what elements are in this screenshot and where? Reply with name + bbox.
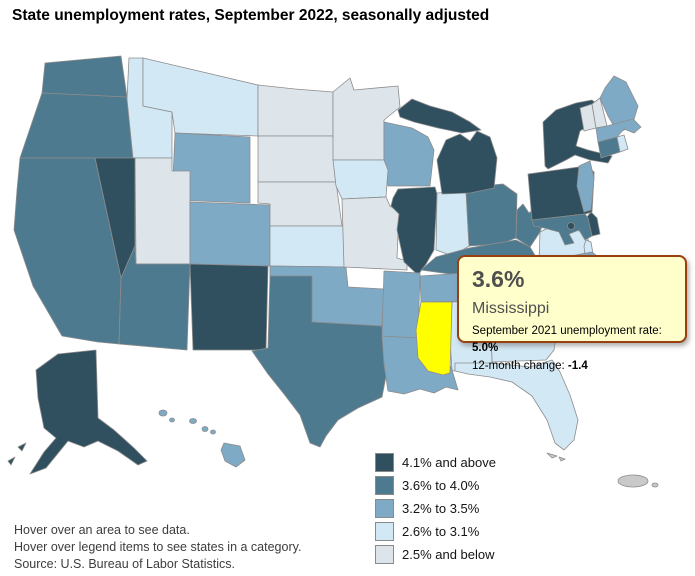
state-KS[interactable]	[269, 225, 347, 268]
state-OH[interactable]	[465, 183, 518, 247]
territory-PR[interactable]	[651, 482, 659, 488]
state-ME[interactable]	[599, 75, 639, 134]
page-title: State unemployment rates, September 2022…	[12, 7, 490, 24]
state-TX[interactable]	[251, 275, 389, 448]
state-MS[interactable]	[415, 301, 453, 376]
footer-notes: Hover over an area to see data. Hover ov…	[14, 522, 301, 573]
tooltip-rate: 3.6%	[472, 266, 525, 292]
state-UT[interactable]	[134, 157, 191, 265]
legend-item-3[interactable]: 3.2% to 3.5%	[375, 497, 496, 520]
state-IN[interactable]	[435, 190, 470, 257]
state-MT[interactable]	[142, 57, 259, 137]
state-HI[interactable]	[158, 409, 168, 417]
state-NE[interactable]	[257, 181, 343, 227]
legend-swatch	[375, 476, 394, 495]
tooltip-state-name: Mississippi	[472, 300, 550, 317]
state-MD[interactable]	[531, 213, 593, 246]
tooltip-previous-rate-label: September 2021 unemployment rate:	[472, 325, 662, 337]
territory-PR[interactable]	[617, 474, 649, 488]
footer-hover-note: Hover over an area to see data.	[14, 523, 190, 537]
tooltip-change: 12-month change: -1.4	[472, 358, 673, 375]
tooltip-change-label: 12-month change:	[472, 359, 568, 372]
legend-item-5[interactable]: 2.5% and below	[375, 543, 496, 566]
state-RI[interactable]	[616, 134, 629, 153]
state-AR[interactable]	[381, 270, 421, 339]
state-DC[interactable]	[567, 222, 575, 230]
state-HI[interactable]	[220, 442, 246, 468]
legend-item-label: 3.6% to 4.0%	[402, 478, 480, 493]
state-MI[interactable]	[436, 130, 498, 195]
state-HI[interactable]	[210, 429, 216, 435]
state-MI[interactable]	[397, 98, 482, 134]
footer-legend-note: Hover over legend items to see states in…	[14, 540, 302, 554]
tooltip-change-value: -1.4	[567, 359, 588, 372]
state-NM[interactable]	[189, 263, 269, 351]
legend-item-1[interactable]: 4.1% and above	[375, 451, 496, 474]
state-NJ[interactable]	[576, 160, 595, 213]
state-DE[interactable]	[586, 211, 601, 237]
state-WA[interactable]	[41, 55, 128, 98]
legend-swatch	[375, 499, 394, 518]
state-IA[interactable]	[332, 159, 389, 200]
legend-swatch	[375, 453, 394, 472]
state-SD[interactable]	[257, 135, 337, 183]
legend-item-label: 2.5% and below	[402, 547, 495, 562]
state-CA[interactable]	[13, 157, 122, 345]
legend-item-label: 4.1% and above	[402, 455, 496, 470]
state-AK[interactable]	[29, 349, 148, 475]
state-HI[interactable]	[189, 418, 197, 424]
legend-item-4[interactable]: 2.6% to 3.1%	[375, 520, 496, 543]
legend-item-2[interactable]: 3.6% to 4.0%	[375, 474, 496, 497]
state-AK[interactable]	[17, 442, 27, 452]
state-WI[interactable]	[383, 121, 435, 187]
legend-item-label: 2.6% to 3.1%	[402, 524, 480, 539]
state-AK[interactable]	[7, 456, 16, 466]
state-CO[interactable]	[189, 201, 271, 267]
state-HI[interactable]	[201, 426, 209, 432]
state-ND[interactable]	[257, 84, 334, 137]
legend: 4.1% and above 3.6% to 4.0% 3.2% to 3.5% 2.…	[375, 451, 496, 566]
legend-swatch	[375, 545, 394, 564]
legend-swatch	[375, 522, 394, 541]
tooltip: 3.6% Mississippi September 2021 unemploy…	[457, 255, 687, 372]
state-HI[interactable]	[169, 417, 175, 423]
state-MO[interactable]	[341, 196, 408, 271]
tooltip-previous-rate-value: 5.0%	[472, 342, 499, 355]
legend-item-label: 3.2% to 3.5%	[402, 501, 480, 516]
footer-source-note: Source: U.S. Bureau of Labor Statistics.	[14, 557, 235, 571]
florida-keys	[558, 456, 566, 462]
tooltip-previous-rate: September 2021 unemployment rate: 5.0%	[472, 323, 673, 358]
state-OR[interactable]	[19, 92, 134, 159]
state-FL[interactable]	[454, 359, 579, 451]
florida-keys	[546, 452, 558, 459]
